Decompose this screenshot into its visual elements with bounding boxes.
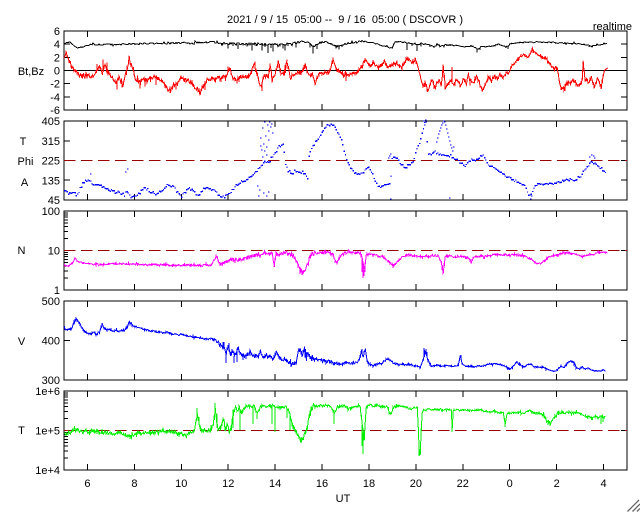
svg-text:realtime: realtime bbox=[593, 21, 632, 33]
svg-text:N: N bbox=[18, 245, 26, 257]
svg-text:6: 6 bbox=[84, 478, 90, 490]
svg-text:2: 2 bbox=[54, 52, 60, 64]
svg-text:T: T bbox=[18, 425, 25, 437]
svg-text:400: 400 bbox=[42, 336, 60, 348]
svg-text:1e+4: 1e+4 bbox=[35, 465, 60, 477]
svg-text:12: 12 bbox=[222, 478, 234, 490]
svg-text:16: 16 bbox=[316, 478, 328, 490]
svg-text:UT: UT bbox=[336, 493, 351, 505]
svg-text:1e+5: 1e+5 bbox=[35, 426, 60, 438]
svg-text:0: 0 bbox=[54, 66, 60, 78]
svg-text:2: 2 bbox=[554, 478, 560, 490]
svg-text:8: 8 bbox=[131, 478, 137, 490]
svg-text:-2: -2 bbox=[50, 79, 60, 91]
svg-text:-4: -4 bbox=[50, 92, 60, 104]
svg-text:405: 405 bbox=[42, 116, 60, 128]
svg-text:10: 10 bbox=[175, 478, 187, 490]
svg-text:500: 500 bbox=[42, 296, 60, 308]
svg-text:22: 22 bbox=[457, 478, 469, 490]
svg-text:T: T bbox=[20, 136, 27, 148]
svg-text:Phi: Phi bbox=[18, 156, 34, 168]
svg-text:1e+6: 1e+6 bbox=[35, 386, 60, 398]
svg-text:6: 6 bbox=[54, 26, 60, 38]
svg-text:4: 4 bbox=[600, 478, 606, 490]
svg-text:45: 45 bbox=[48, 195, 60, 207]
svg-text:0: 0 bbox=[507, 478, 513, 490]
svg-text:100: 100 bbox=[42, 206, 60, 218]
svg-text:Bt,Bz: Bt,Bz bbox=[18, 66, 44, 78]
svg-text:10: 10 bbox=[48, 246, 60, 258]
svg-text:-6: -6 bbox=[50, 105, 60, 117]
svg-text:A: A bbox=[21, 177, 29, 189]
svg-text:225: 225 bbox=[42, 156, 60, 168]
svg-text:300: 300 bbox=[42, 375, 60, 387]
svg-text:4: 4 bbox=[54, 39, 60, 51]
svg-text:2021 / 9 / 15 05:00 -- 9 / 1: 2021 / 9 / 15 05:00 -- 9 / 16 05:00 ( DS… bbox=[227, 14, 463, 26]
svg-text:V: V bbox=[18, 336, 26, 348]
svg-text:315: 315 bbox=[42, 136, 60, 148]
svg-text:20: 20 bbox=[410, 478, 422, 490]
svg-text:135: 135 bbox=[42, 175, 60, 187]
svg-text:14: 14 bbox=[269, 478, 281, 490]
svg-text:1: 1 bbox=[54, 285, 60, 297]
svg-text:18: 18 bbox=[363, 478, 375, 490]
